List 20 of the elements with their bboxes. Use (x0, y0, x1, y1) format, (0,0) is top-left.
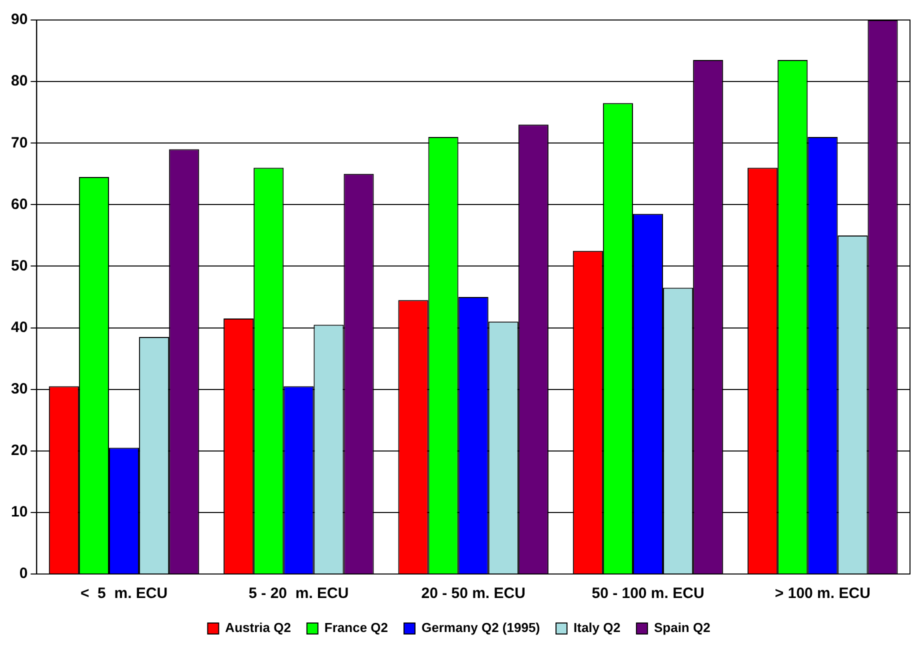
legend-label: Italy Q2 (574, 620, 620, 636)
y-tick-label: 90 (10, 11, 28, 28)
y-tick-label: 80 (10, 72, 28, 90)
x-tick-label: 5 - 20 m. ECU (248, 585, 349, 602)
x-tick-label: 20 - 50 m. ECU (421, 585, 526, 602)
y-tick-label: 70 (10, 134, 28, 152)
legend-label: Austria Q2 (225, 620, 291, 636)
legend-label: Spain Q2 (654, 620, 710, 636)
y-tick-label: 50 (10, 257, 28, 274)
y-tick-label: 0 (19, 565, 28, 582)
x-tick-label: < 5 m. ECU (80, 585, 168, 602)
y-tick-label: 10 (10, 504, 28, 521)
y-tick-label: 20 (10, 442, 28, 460)
legend-label: France Q2 (324, 620, 388, 636)
y-tick-label: 40 (10, 318, 28, 336)
x-tick-label: > 100 m. ECU (774, 585, 870, 602)
legend-label: Germany Q2 (1995) (422, 620, 540, 636)
y-tick-label: 60 (10, 196, 28, 213)
y-tick-label: 30 (10, 380, 28, 398)
x-tick-label: 50 - 100 m. ECU (592, 585, 704, 602)
